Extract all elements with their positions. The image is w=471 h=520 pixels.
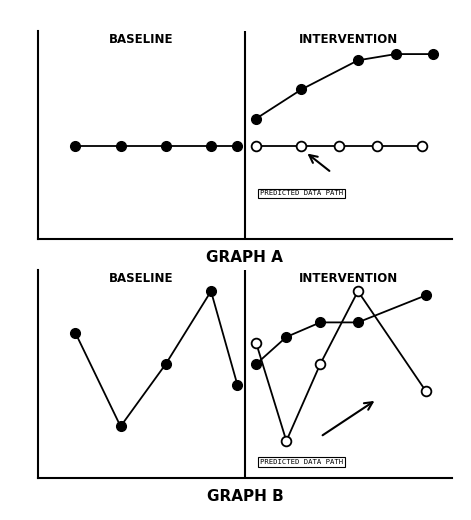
Text: PREDICTED DATA PATH: PREDICTED DATA PATH	[260, 190, 343, 197]
Text: BASELINE: BASELINE	[109, 33, 173, 46]
Text: PREDICTED DATA PATH: PREDICTED DATA PATH	[260, 459, 343, 465]
Text: INTERVENTION: INTERVENTION	[299, 33, 398, 46]
Text: BASELINE: BASELINE	[109, 272, 173, 285]
Text: INTERVENTION: INTERVENTION	[299, 272, 398, 285]
Text: GRAPH A: GRAPH A	[206, 250, 284, 265]
Text: GRAPH B: GRAPH B	[207, 489, 283, 504]
